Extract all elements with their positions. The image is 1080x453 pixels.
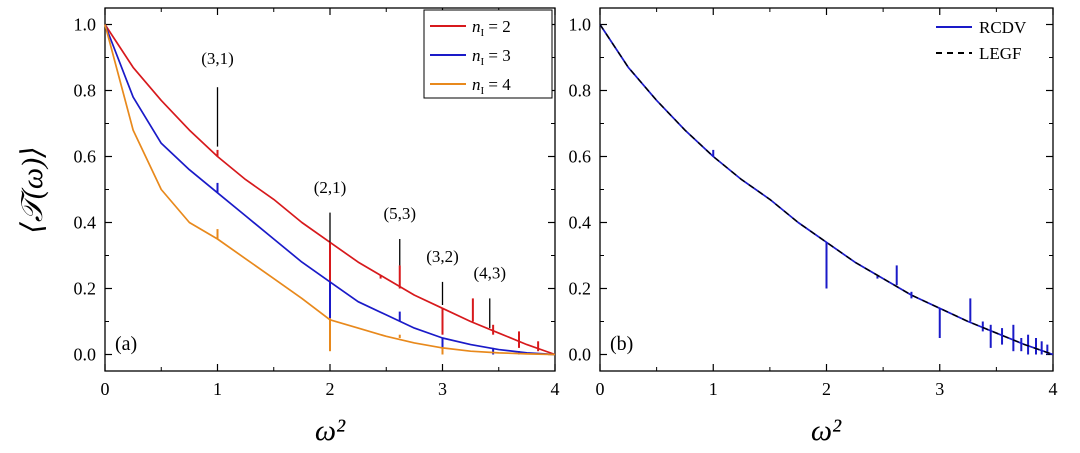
series-line-rcdv xyxy=(599,24,1054,356)
resonance-label: (3,2) xyxy=(426,247,459,266)
legend-entry-n2: nI = 2 xyxy=(430,17,511,39)
legend-entry-n3: nI = 3 xyxy=(430,46,511,68)
x-tick-label: 1 xyxy=(709,379,718,399)
y-tick-label: 0.8 xyxy=(569,81,592,101)
panel-b-tick-labels: 0 1 2 3 4 0.0 0.2 0.4 0.6 0.8 1.0 xyxy=(569,15,1058,400)
x-tick-label: 0 xyxy=(101,379,110,399)
x-tick-label: 1 xyxy=(213,379,222,399)
x-tick-label: 0 xyxy=(596,379,605,399)
resonance-label: (2,1) xyxy=(314,178,347,197)
panel-a-legend: nI = 2 nI = 3 nI = 4 xyxy=(423,9,553,99)
x-tick-label: 3 xyxy=(935,379,944,399)
x-tick-label: 2 xyxy=(822,379,831,399)
panel-b-series xyxy=(599,24,1054,356)
resonance-label: (3,1) xyxy=(201,49,234,68)
y-tick-label: 0.0 xyxy=(74,345,97,365)
y-tick-label: 0.6 xyxy=(569,147,592,167)
y-tick-label: 0.6 xyxy=(74,147,97,167)
resonance-label: (5,3) xyxy=(383,204,416,223)
resonance-label: (4,3) xyxy=(473,264,506,283)
panel-a-tag: (a) xyxy=(115,333,137,355)
y-tick-label: 1.0 xyxy=(74,15,97,35)
y-tick-label: 0.4 xyxy=(74,213,97,233)
panel-b-legend: RCDV LEGF xyxy=(936,18,1027,63)
legend-label-n2: nI = 2 xyxy=(472,17,511,39)
y-tick-label: 0.4 xyxy=(569,213,592,233)
legend-label-rcdv: RCDV xyxy=(979,18,1027,37)
legend-label-legf: LEGF xyxy=(979,44,1022,63)
panel-a-x-axis-title: ω² xyxy=(315,414,346,447)
panel-b-x-axis-title: ω² xyxy=(811,414,842,447)
y-tick-label: 0.0 xyxy=(569,345,592,365)
panel-a-tick-labels: 0 1 2 3 4 0.0 0.2 0.4 0.6 0.8 1.0 xyxy=(74,15,560,400)
panel-a: 0 1 2 3 40.00.20.40.60.81.0 (3,1)(2,1)(5,3)(… xyxy=(16,7,560,447)
x-tick-label: 4 xyxy=(1049,379,1058,399)
legend-label-n3: nI = 3 xyxy=(472,46,511,68)
y-tick-label: 0.8 xyxy=(74,81,97,101)
x-tick-label: 2 xyxy=(326,379,335,399)
series-line-legf xyxy=(599,24,1054,356)
x-tick-label: 3 xyxy=(438,379,447,399)
legend-label-n4: nI = 4 xyxy=(472,75,511,97)
legend-entry-n4: nI = 4 xyxy=(430,75,511,97)
y-tick-label: 0.2 xyxy=(74,279,97,299)
x-tick-label: 4 xyxy=(551,379,560,399)
legend-entry-rcdv: RCDV xyxy=(936,18,1027,37)
panel-b: 0 1 2 3 4 0.0 0.2 0.4 0.6 0.8 1.0 (b) ω² RCDV LEGF xyxy=(569,7,1058,447)
panel-a-annotations: (3,1) (2,1) (5,3) (3,2) (4,3) xyxy=(201,49,506,329)
panel-a-y-axis-title: ⟨𝒯(ω)⟩ xyxy=(16,146,49,234)
legend-entry-legf: LEGF xyxy=(936,44,1022,63)
y-tick-label: 0.2 xyxy=(569,279,592,299)
panel-b-tag: (b) xyxy=(610,333,633,355)
y-tick-label: 1.0 xyxy=(569,15,592,35)
